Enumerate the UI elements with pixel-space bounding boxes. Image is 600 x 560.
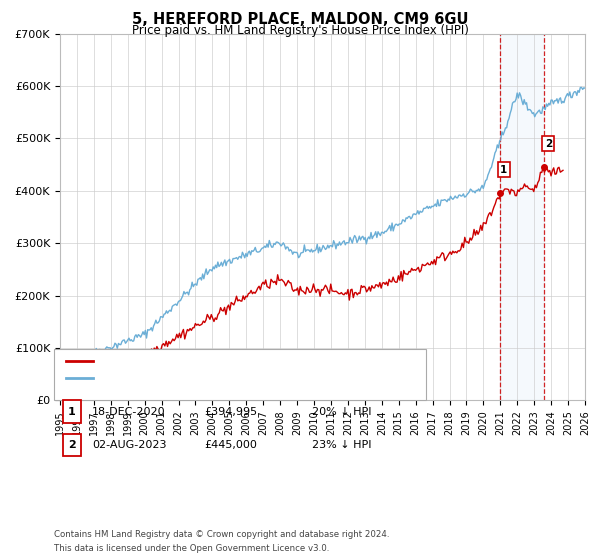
Text: Contains HM Land Registry data © Crown copyright and database right 2024.: Contains HM Land Registry data © Crown c…: [54, 530, 389, 539]
Text: 1: 1: [500, 165, 508, 175]
Text: £445,000: £445,000: [204, 440, 257, 450]
Text: 23% ↓ HPI: 23% ↓ HPI: [312, 440, 371, 450]
Text: 18-DEC-2020: 18-DEC-2020: [92, 407, 166, 417]
Text: 1: 1: [68, 407, 76, 417]
Text: 20% ↓ HPI: 20% ↓ HPI: [312, 407, 371, 417]
Bar: [500, 34, 544, 400]
Text: 2: 2: [545, 139, 552, 148]
Text: This data is licensed under the Open Government Licence v3.0.: This data is licensed under the Open Gov…: [54, 544, 329, 553]
Text: 5, HEREFORD PLACE, MALDON, CM9 6GU: 5, HEREFORD PLACE, MALDON, CM9 6GU: [132, 12, 468, 27]
Text: HPI: Average price, detached house, Maldon: HPI: Average price, detached house, Mald…: [96, 373, 327, 383]
Text: 2: 2: [68, 440, 76, 450]
Text: 02-AUG-2023: 02-AUG-2023: [92, 440, 166, 450]
Text: Price paid vs. HM Land Registry's House Price Index (HPI): Price paid vs. HM Land Registry's House …: [131, 24, 469, 37]
Text: £394,995: £394,995: [204, 407, 257, 417]
Text: 5, HEREFORD PLACE, MALDON, CM9 6GU (detached house): 5, HEREFORD PLACE, MALDON, CM9 6GU (deta…: [96, 356, 405, 366]
